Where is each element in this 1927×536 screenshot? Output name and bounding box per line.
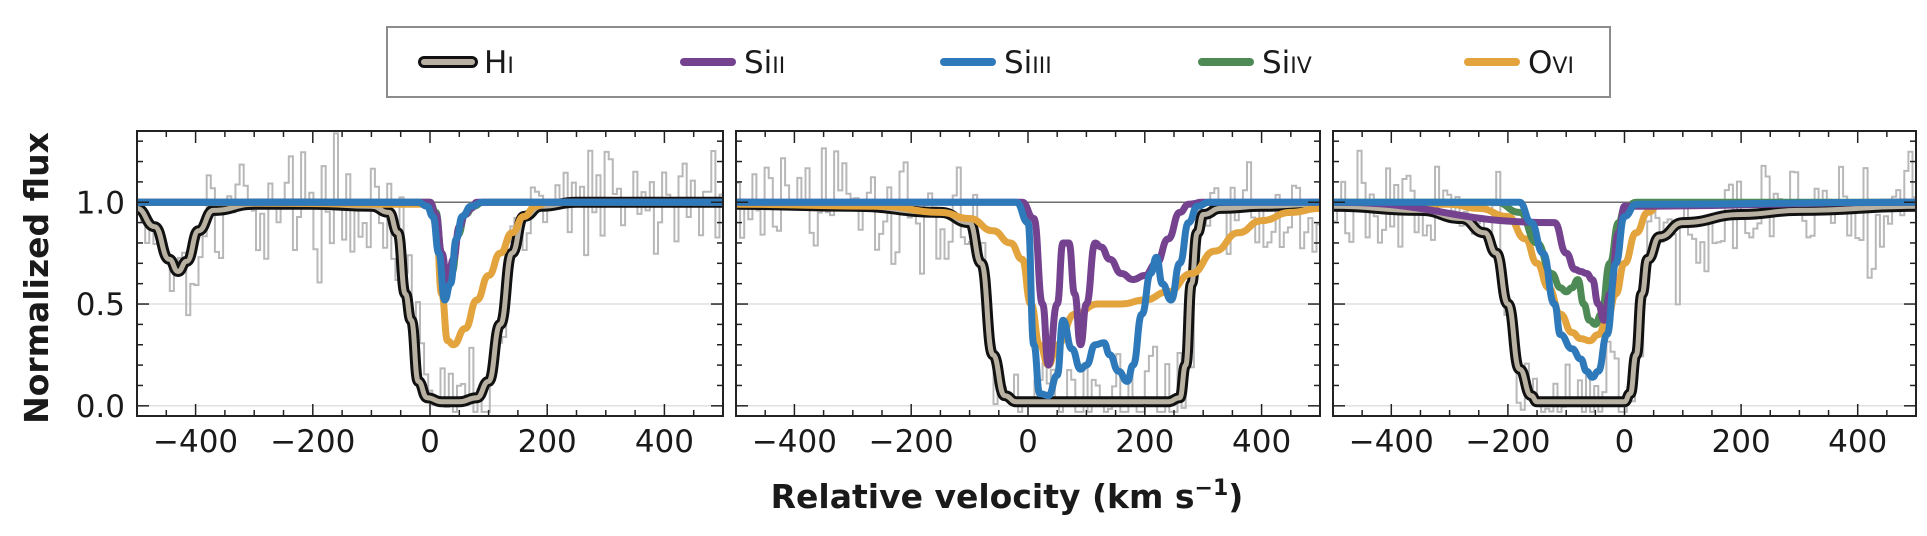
x-axis-title: Relative velocity (km s−1)	[771, 476, 1244, 516]
observed-spectrum	[1333, 149, 1916, 413]
panel-2: −400 −200 0 200 400	[735, 130, 1321, 460]
legend-label-o6: OVI	[1528, 45, 1574, 81]
x-tick-label: −400	[752, 424, 837, 460]
panel-1: −400 −200 0 200 400 0.0 0.5 1.0	[76, 130, 724, 460]
legend-box	[386, 26, 1611, 98]
series-si-ii	[1333, 198, 1916, 324]
x-tick-label: 200	[1115, 424, 1174, 460]
panel-3: −400 −200 0 200 400	[1332, 130, 1917, 460]
legend-entry-h1: HI	[418, 45, 514, 81]
legend-label-h1: HI	[484, 45, 514, 81]
legend-entry-o6: OVI	[1464, 45, 1574, 81]
series-si-ii	[736, 198, 1320, 369]
legend-label-si2: SiII	[744, 45, 785, 81]
series-si-iii	[137, 198, 723, 304]
series-h-i	[1333, 203, 1916, 405]
x-tick-label: 0	[420, 424, 440, 460]
x-tick-label: 400	[635, 424, 694, 460]
x-tick-label: −200	[270, 424, 355, 460]
series-h-i	[736, 201, 1320, 405]
legend-entry-si3: SiIII	[940, 45, 1052, 81]
x-tick-label: 0	[1615, 424, 1635, 460]
legend-label-si3: SiIII	[1004, 45, 1052, 81]
series-si-iii	[736, 198, 1320, 400]
x-tick-label: −200	[869, 424, 954, 460]
panel-frame	[136, 130, 724, 417]
series-h-i-outline	[137, 196, 723, 408]
legend-entry-si4: SiIV	[1198, 45, 1312, 81]
observed-spectrum	[137, 132, 723, 413]
y-tick-label: 0.5	[76, 287, 125, 323]
x-tick-label: 200	[518, 424, 577, 460]
x-tick-label: 200	[1712, 424, 1771, 460]
y-axis-title: Normalized flux	[17, 132, 56, 424]
x-tick-label: 0	[1018, 424, 1038, 460]
x-tick-label: 400	[1232, 424, 1291, 460]
x-tick-label: −200	[1465, 424, 1550, 460]
y-tick-label: 1.0	[76, 185, 125, 221]
series-o-vi	[1333, 198, 1916, 345]
x-tick-label: 400	[1828, 424, 1887, 460]
x-tick-label: −400	[153, 424, 238, 460]
legend-entry-si2: SiII	[680, 45, 785, 81]
legend: HI SiII SiIII SiIV OVI	[386, 26, 1611, 98]
legend-label-si4: SiIV	[1262, 45, 1312, 81]
x-tick-label: −400	[1349, 424, 1434, 460]
panel-frame	[1332, 130, 1917, 417]
y-tick-label: 0.0	[76, 389, 125, 425]
series-si-iii	[1333, 198, 1916, 381]
series-h-i	[137, 199, 723, 405]
series-o-vi	[137, 198, 723, 349]
